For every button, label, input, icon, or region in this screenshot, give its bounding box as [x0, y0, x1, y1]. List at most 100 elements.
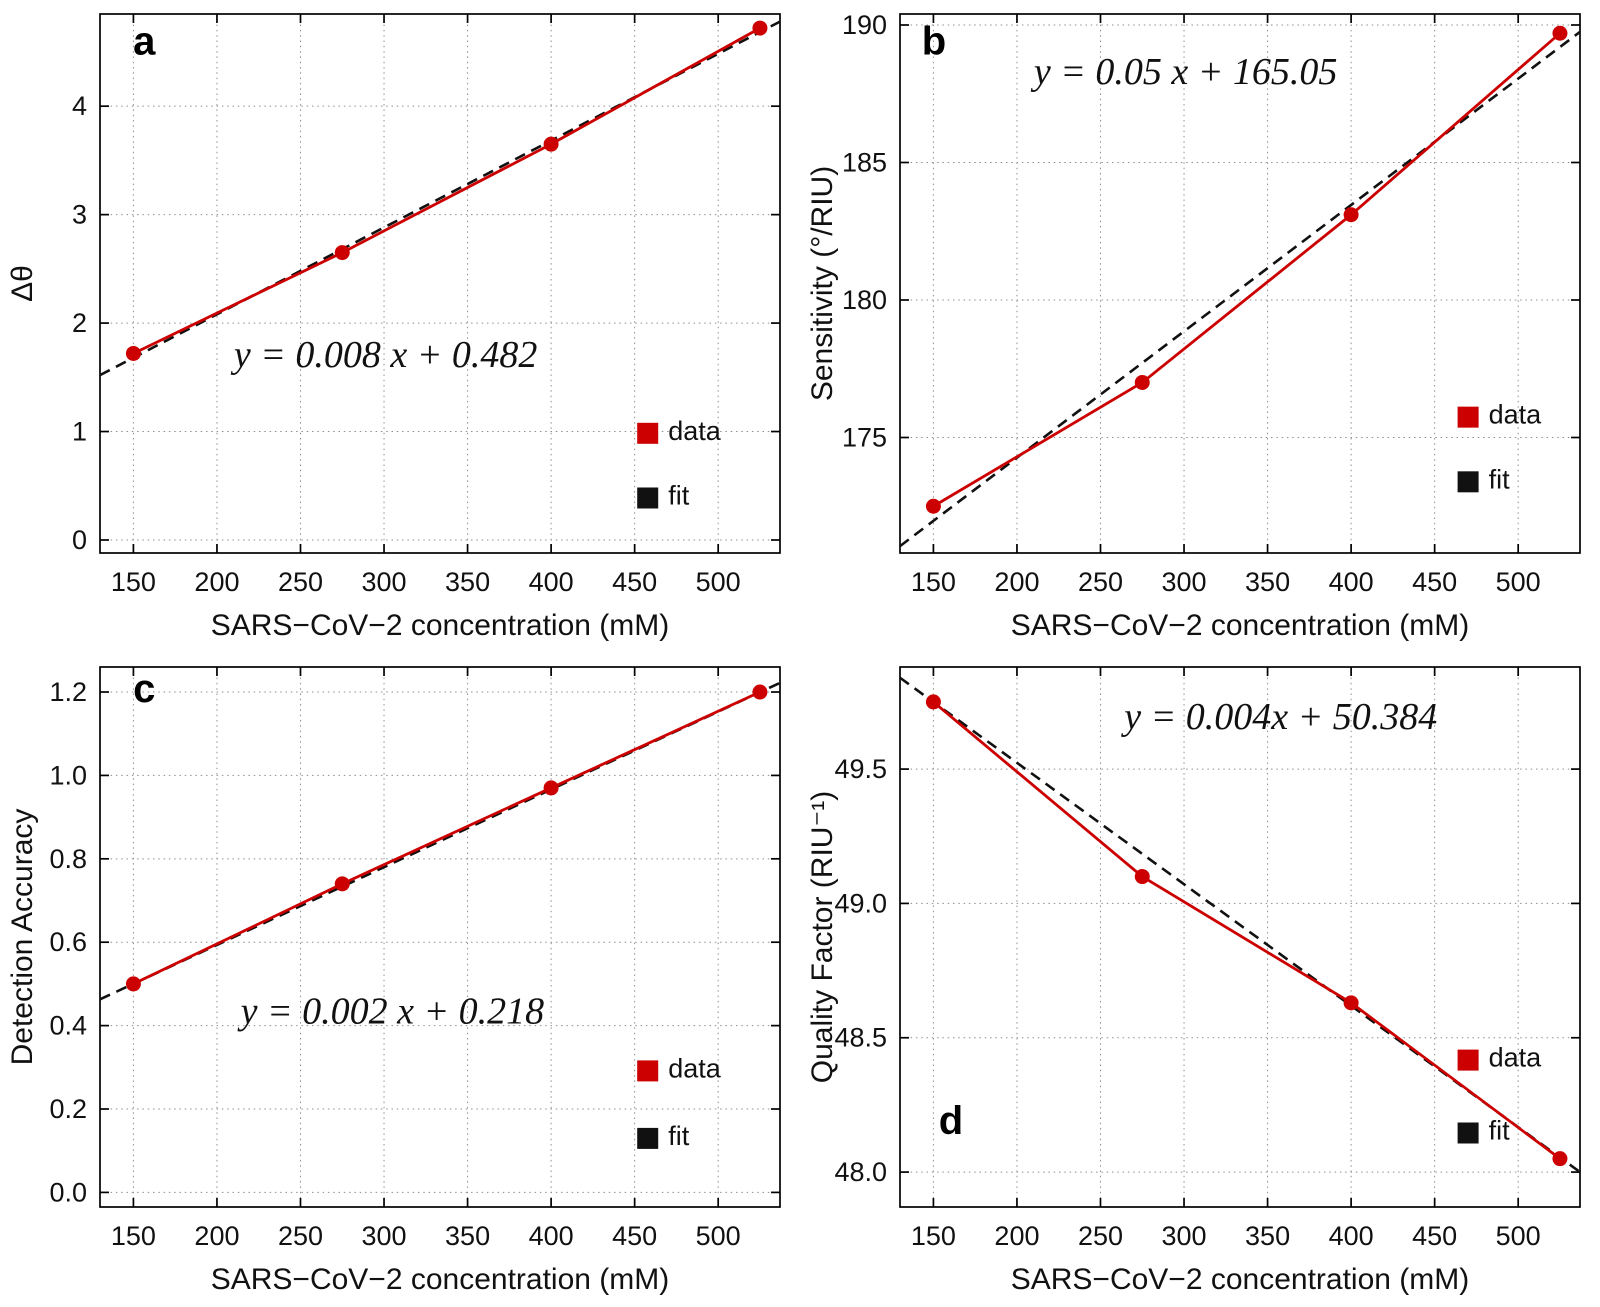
data-line [932, 700, 1561, 1160]
data-point [543, 780, 559, 796]
x-tick-label: 200 [994, 567, 1039, 597]
legend-swatch-fit [637, 1127, 659, 1149]
x-axis-label: SARS−CoV−2 concentration (mM) [211, 609, 670, 642]
y-tick-label: 49.0 [834, 888, 887, 918]
x-tick-label: 400 [1329, 567, 1374, 597]
x-tick-label: 250 [278, 1221, 323, 1251]
y-tick-label: 4 [72, 91, 87, 121]
legend-swatch-data [637, 1060, 659, 1082]
x-tick-label: 150 [911, 567, 956, 597]
x-tick-label: 450 [1412, 567, 1457, 597]
equation-label: y = 0.008 x + 0.482 [230, 334, 538, 376]
y-tick-label: 2 [72, 308, 87, 338]
y-tick-label: 0.2 [49, 1094, 87, 1124]
x-tick-label: 150 [111, 1221, 156, 1251]
x-tick-label: 200 [994, 1221, 1039, 1251]
plot-frame [899, 13, 1581, 554]
y-tick-label: 180 [842, 285, 887, 315]
panel-b: 150 200 250 300 350 400 450 500 175 180 185 190 y = … [800, 0, 1600, 653]
legend-label-fit: fit [668, 480, 690, 510]
x-tick-label: 300 [1161, 567, 1206, 597]
y-tick-label: 0.8 [49, 844, 87, 874]
data-point [1343, 995, 1359, 1011]
x-tick-label: 250 [1078, 1221, 1123, 1251]
x-tick-label: 500 [1496, 567, 1541, 597]
equation-label: y = 0.002 x + 0.218 [237, 990, 545, 1032]
data-point [543, 136, 559, 152]
x-tick-label: 450 [612, 567, 657, 597]
chart-panel-c: 150 200 250 300 350 400 450 500 0.0 0.2 0.4 0.6 0.8 1… [6, 666, 781, 1296]
data-point [125, 345, 141, 361]
chart-panel-a: 150 200 250 300 350 400 450 500 0 1 2 3 4 y = 0.008 x… [6, 13, 781, 642]
x-tick-label: 500 [696, 1221, 741, 1251]
plot-frame [899, 666, 1581, 1208]
x-tick-label: 250 [1078, 567, 1123, 597]
legend-swatch-data [1457, 1049, 1479, 1071]
y-tick-label: 0.6 [49, 927, 87, 957]
panel-label: d [939, 1099, 963, 1143]
y-tick-label: 1.0 [49, 760, 87, 790]
y-tick-label: 185 [842, 148, 887, 178]
y-tick-label: 1.2 [49, 677, 87, 707]
panel-label: c [133, 667, 155, 711]
x-tick-label: 500 [696, 567, 741, 597]
x-tick-label: 150 [911, 1221, 956, 1251]
x-tick-label: 300 [1161, 1221, 1206, 1251]
x-tick-label: 200 [194, 567, 239, 597]
data-line [132, 690, 761, 986]
y-axis-label: Sensitivity (°/RIU) [806, 166, 839, 401]
legend-swatch-fit [1457, 1122, 1479, 1144]
y-axis-label: Detection Accuracy [6, 809, 39, 1066]
equation-label: y = 0.05 x + 165.05 [1030, 51, 1338, 93]
legend-label-fit: fit [668, 1121, 690, 1151]
data-point [1134, 375, 1150, 390]
x-tick-label: 450 [612, 1221, 657, 1251]
y-axis-label: Quality Factor (RIU⁻¹) [806, 791, 839, 1084]
x-tick-label: 350 [1245, 1221, 1290, 1251]
x-axis-label: SARS−CoV−2 concentration (mM) [1011, 609, 1470, 642]
data-point [1552, 1151, 1568, 1167]
x-axis-label: SARS−CoV−2 concentration (mM) [1011, 1263, 1470, 1296]
data-point [334, 245, 350, 261]
chart-panel-d: 150 200 250 300 350 400 450 500 48.0 48.5 49.0 49.5… [806, 666, 1581, 1296]
legend-swatch-data [637, 422, 659, 444]
y-axis-label: Δθ [6, 265, 39, 302]
legend-label-fit: fit [1489, 1116, 1511, 1146]
panel-label: a [133, 19, 156, 63]
legend-swatch-data [1457, 406, 1479, 428]
data-point [1343, 207, 1359, 223]
x-tick-label: 350 [445, 1221, 490, 1251]
plot-frame [99, 13, 781, 554]
x-tick-label: 200 [194, 1221, 239, 1251]
data-point [752, 684, 768, 700]
data-point [1134, 869, 1150, 885]
x-tick-label: 300 [361, 1221, 406, 1251]
plot-frame [99, 666, 781, 1208]
x-tick-label: 400 [1329, 1221, 1374, 1251]
chart-panel-b: 150 200 250 300 350 400 450 500 175 180 185 190 y = … [806, 10, 1581, 642]
panel-label: b [922, 19, 946, 63]
y-tick-label: 0.4 [49, 1011, 87, 1041]
y-tick-label: 48.5 [834, 1023, 887, 1053]
x-tick-label: 350 [1245, 567, 1290, 597]
x-tick-label: 450 [1412, 1221, 1457, 1251]
fit-line [899, 30, 1581, 548]
panel-c: 150 200 250 300 350 400 450 500 0.0 0.2 0.4 0.6 0.8 1… [0, 653, 800, 1307]
x-tick-label: 150 [111, 567, 156, 597]
data-point [925, 694, 941, 710]
panel-a: 150 200 250 300 350 400 450 500 0 1 2 3 4 y = 0.008 x… [0, 0, 800, 653]
panel-d: 150 200 250 300 350 400 450 500 48.0 48.5 49.0 49.5… [800, 653, 1600, 1307]
equation-label: y = 0.004x + 50.384 [1120, 696, 1437, 738]
legend-label-data: data [668, 1053, 722, 1083]
y-tick-label: 1 [72, 417, 87, 447]
x-tick-label: 400 [529, 1221, 574, 1251]
x-tick-label: 250 [278, 567, 323, 597]
y-tick-label: 49.5 [834, 754, 887, 784]
y-tick-label: 190 [842, 10, 887, 40]
x-tick-label: 350 [445, 567, 490, 597]
x-tick-label: 500 [1496, 1221, 1541, 1251]
x-tick-label: 300 [361, 567, 406, 597]
legend-label-data: data [1489, 1043, 1543, 1073]
legend-label-fit: fit [1489, 464, 1511, 494]
